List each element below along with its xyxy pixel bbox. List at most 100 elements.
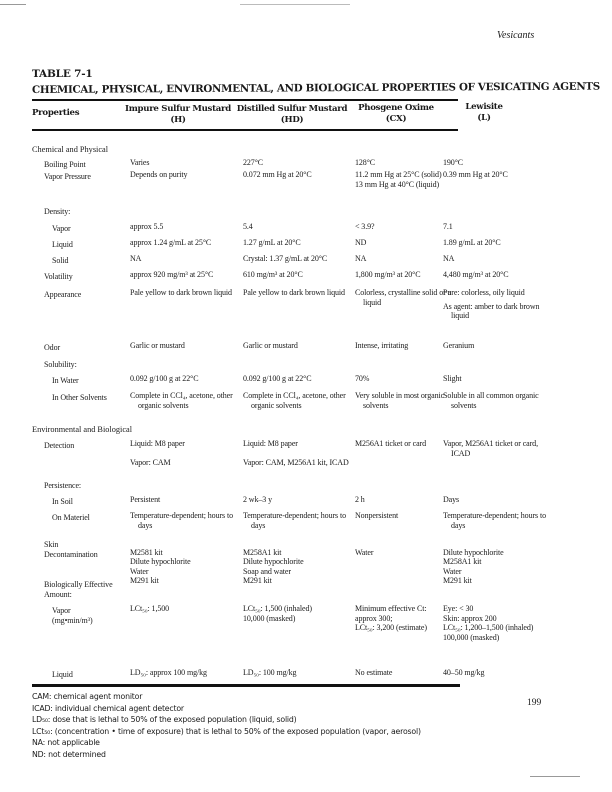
cell-text: 5.4 — [243, 222, 253, 231]
cell-text: Vapor: CAM, M256A1 kit, ICAD — [243, 458, 349, 467]
header-text: Phosgene Oxime — [358, 103, 434, 113]
footnote: LD₅₀: dose that is lethal to 50% of the … — [32, 715, 297, 724]
table-cell: 0.092 g/100 g at 22°C — [130, 374, 238, 384]
header-abbr: (HD) — [280, 115, 304, 125]
header-text: Distilled Sulfur Mustard — [236, 104, 348, 114]
row-label: Persistence: — [44, 481, 82, 490]
cell-text: Vapor, M256A1 ticket or card, ICAD — [443, 439, 538, 458]
cell-text: Colorless, crystalline solid or a liquid — [355, 288, 452, 307]
header-bottom-rule — [32, 129, 458, 131]
cell-text: Liquid: M8 paper — [243, 439, 298, 448]
cell-text: 190°C — [443, 158, 464, 167]
cell-text: Pale yellow to dark brown liquid — [243, 288, 345, 297]
table-cell: 1.89 g/mL at 20°C — [443, 238, 555, 248]
cell-text: Varies — [130, 158, 150, 167]
row-label: Liquid — [52, 670, 73, 679]
cell-text: Pale yellow to dark brown liquid — [130, 288, 232, 297]
cell-text: approx 1.24 g/mL at 25°C — [130, 238, 212, 247]
table-cell: NA — [443, 254, 555, 264]
scan-edge-rule — [240, 4, 350, 5]
cell-text: 1.27 g/mL at 20°C — [243, 238, 301, 247]
table-bottom-rule — [32, 684, 460, 687]
table-cell: Pure: colorless, oily liquid As agent: am… — [443, 288, 555, 321]
table-cell: Complete in CCl₄, acetone, other organic… — [130, 391, 238, 410]
row-label: Appearance — [44, 290, 82, 299]
section-heading: Environmental and Biological — [32, 425, 133, 434]
table-cell: Temperature-dependent; hours to days — [243, 511, 351, 530]
table-cell: Garlic or mustard — [243, 341, 351, 351]
footnote: LCt₅₀: (concentration • time of exposure… — [32, 726, 421, 736]
cell-text: Crystal: 1.37 g/mL at 20°C — [243, 254, 328, 263]
cell-text: Days — [443, 495, 460, 504]
table-cell: LCt₅₀: 1,500 — [130, 604, 238, 614]
table-cell: Nonpersistent — [355, 511, 463, 521]
table-cell: 2 h — [355, 495, 463, 505]
scan-edge-rule — [530, 776, 580, 777]
row-label: Liquid — [52, 240, 73, 249]
header-abbr: (H) — [170, 115, 186, 125]
row-label: Vapor Pressure — [44, 172, 91, 181]
table-cell: Liquid: M8 paper — [130, 439, 238, 449]
table-cell: Days — [443, 495, 555, 505]
section-heading: Chemical and Physical — [32, 145, 109, 154]
table-cell: Complete in CCl₄, acetone, other organic… — [243, 391, 351, 410]
table-cell: approx 5.5 — [130, 222, 238, 232]
cell-text: 227°C — [243, 158, 264, 167]
scan-edge-rule — [0, 4, 26, 5]
cell-text: LCt₅₀: 1,500 (inhaled) 10,000 (masked) — [243, 604, 312, 623]
header-hd: Distilled Sulfur Mustard (HD) — [236, 104, 348, 126]
table-cell: Soluble in all common organic solvents — [443, 391, 555, 410]
cell-text: Geranium — [443, 341, 475, 350]
row-label: In Other Solvents — [52, 393, 107, 402]
cell-text: LCt₅₀: 1,500 — [130, 604, 170, 613]
row-label: In Soil — [52, 497, 73, 506]
cell-text: NA — [443, 254, 455, 263]
cell-text: 2 h — [355, 495, 365, 504]
row-label: Biologically Effective Amount: — [44, 580, 113, 599]
cell-text: Complete in CCl₄, acetone, other organic… — [130, 391, 233, 410]
cell-text: Temperature-dependent; hours to days — [443, 511, 546, 530]
header-properties: Properties — [32, 108, 80, 119]
table-cell: Persistent — [130, 495, 238, 505]
cell-text: Garlic or mustard — [243, 341, 298, 350]
table-cell: 1,800 mg/m³ at 20°C — [355, 270, 463, 280]
cell-text: 1,800 mg/m³ at 20°C — [355, 270, 421, 279]
table-top-rule — [32, 99, 458, 101]
header-text: Impure Sulfur Mustard — [125, 104, 231, 114]
table-cell: Crystal: 1.37 g/mL at 20°C — [243, 254, 351, 264]
footnote: ND: not determined — [32, 749, 106, 759]
table-cell: LD₅₀: 100 mg/kg — [243, 668, 351, 678]
cell-text: NA — [130, 254, 142, 263]
cell-text: No estimate — [355, 668, 393, 677]
table-cell: ND — [355, 238, 463, 248]
table-cell: 128°C — [355, 158, 463, 168]
row-label: Boiling Point — [44, 160, 86, 169]
table-cell: 227°C — [243, 158, 351, 168]
table-cell: Geranium — [443, 341, 555, 351]
table-cell: M256A1 ticket or card — [355, 439, 463, 449]
table-cell: M2581 kit Dilute hypochlorite Water M291… — [130, 538, 238, 586]
table-cell: 70% — [355, 374, 463, 384]
page-number: 199 — [527, 698, 542, 708]
cell-text: Eye: < 30 Skin: approx 200 LCt₅₀: 1,200–… — [443, 604, 534, 642]
cell-text: 0.092 g/100 g at 22°C — [130, 374, 199, 383]
row-label: In Water — [52, 376, 79, 385]
cell-text: NA — [355, 254, 367, 263]
table-cell: Vapor, M256A1 ticket or card, ICAD — [443, 439, 555, 458]
table-cell: 5.4 — [243, 222, 351, 232]
row-label: On Materiel — [52, 513, 90, 522]
table-cell: approx 1.24 g/mL at 25°C — [130, 238, 238, 248]
table-cell: Temperature-dependent; hours to days — [443, 511, 555, 530]
cell-text: 0.39 mm Hg at 20°C — [443, 170, 508, 179]
table-cell: Liquid: M8 paper — [243, 439, 351, 449]
table-cell: Depends on purity — [130, 170, 238, 180]
table-cell: Very soluble in most organic solvents — [355, 391, 463, 410]
table-cell: Vapor: CAM — [130, 458, 238, 468]
table-cell: LD₅₀: approx 100 mg/kg — [130, 668, 238, 678]
table-cell: Temperature-dependent; hours to days — [130, 511, 238, 530]
cell-text: Minimum effective Ct: approx 300; LCt₅₀:… — [355, 604, 427, 632]
cell-text: 1.89 g/mL at 20°C — [443, 238, 501, 247]
cell-text: Vapor: CAM — [130, 458, 171, 467]
table-cell: approx 920 mg/m³ at 25°C — [130, 270, 238, 280]
running-head: Vesicants — [497, 30, 535, 41]
